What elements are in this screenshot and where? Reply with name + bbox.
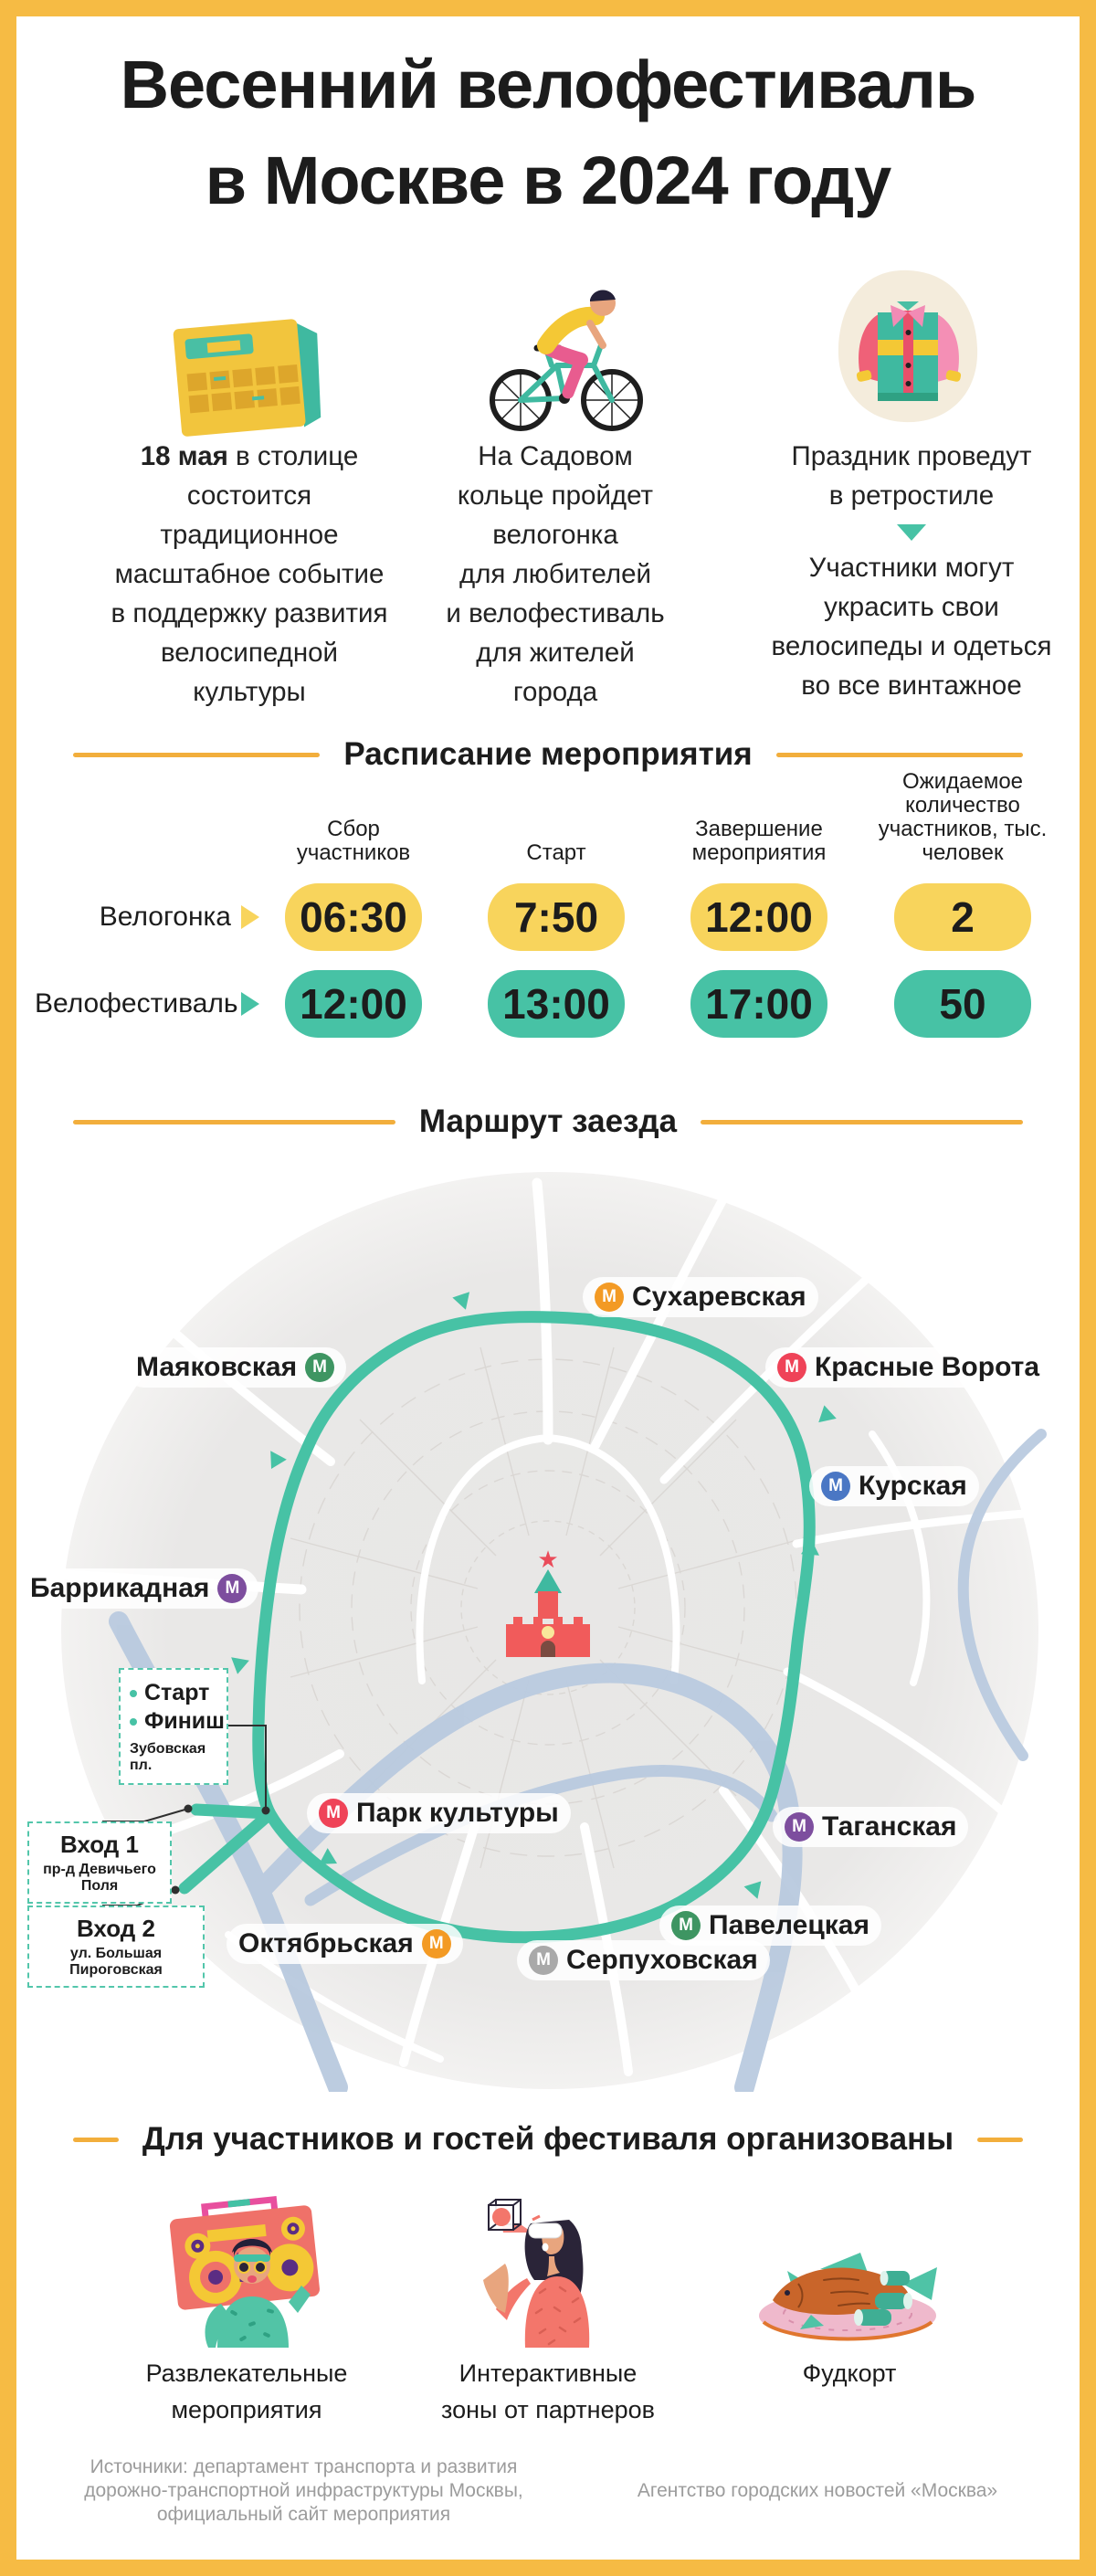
schedule-row-label: Велогонка — [99, 902, 231, 932]
feature-label: Фудкорт — [802, 2360, 897, 2387]
schedule-time-pill: 12:00 — [690, 883, 827, 951]
intro-card-2-text: На Садовом кольце пройдет велогонка для … — [446, 441, 665, 707]
entrance-2-box: Вход 2 ул. Большая Пироговская — [27, 1906, 205, 1988]
schedule-time-pill: 13:00 — [488, 970, 625, 1038]
metro-station-barrikadnaya: Баррикадная М — [18, 1568, 259, 1609]
metro-icon: М — [217, 1574, 248, 1603]
metro-icon: М — [671, 1911, 701, 1940]
intro-card-1-text: 18 мая в столице состоится традиционное … — [99, 437, 400, 712]
row-arrow-icon — [241, 992, 259, 1016]
heading-rule-left — [73, 752, 321, 757]
map-section-header: Маршрут заезда — [73, 1103, 1024, 1140]
route-map: ★ Маяковская М М Сухаревская — [0, 1160, 1096, 2092]
metro-icon: М — [529, 1946, 558, 1975]
intro-card-3-bottom-text: Участники могут украсить свои велосипеды… — [771, 553, 1052, 701]
start-finish-caption: Зубовская пл. — [130, 1741, 206, 1773]
title-line-2: в Москве в 2024 году — [205, 143, 892, 219]
route-direction-arrows — [231, 1292, 837, 1899]
schedule-count-pill: 2 — [894, 883, 1031, 951]
intro-card-3-top-text: Праздник проведут в ретростиле — [791, 441, 1032, 511]
retro-jacket-icon — [838, 269, 978, 423]
row-arrow-icon — [241, 905, 259, 929]
metro-icon: М — [319, 1799, 348, 1828]
start-label: Старт — [144, 1680, 210, 1705]
heading-rule-right — [701, 1119, 1024, 1124]
schedule-column-header: Сбор участников — [296, 817, 411, 865]
title-line-1: Весенний велофестиваль — [120, 47, 977, 122]
schedule-time-pill: 06:30 — [285, 883, 422, 951]
metro-icon: М — [777, 1353, 806, 1382]
schedule-count-pill: 50 — [894, 970, 1031, 1038]
metro-station-park-kultury: М Парк культуры — [307, 1793, 571, 1833]
footer-sources: Источники: департамент транспорта и разв… — [84, 2456, 523, 2525]
bullet-dot-icon — [130, 1689, 137, 1697]
heading-rule-left — [73, 2137, 119, 2142]
entrance-1-box: Вход 1 пр-д Девичьего Поля — [27, 1821, 172, 1904]
heading-rule-right — [775, 752, 1024, 757]
feature-label: Развлекательные мероприятия — [145, 2360, 348, 2423]
features-heading: Для участников и гостей фестиваля органи… — [142, 2121, 954, 2157]
schedule-section-header: Расписание мероприятия — [73, 736, 1024, 773]
map-heading: Маршрут заезда — [418, 1103, 678, 1139]
schedule-heading: Расписание мероприятия — [343, 736, 753, 772]
intro-card-1-rest: в столице состоится традиционное масштаб… — [111, 441, 388, 707]
metro-station-kurskaya: М Курская — [809, 1466, 979, 1506]
metro-station-taganskaya: М Таганская — [773, 1807, 969, 1847]
finish-label: Финиш — [144, 1708, 226, 1734]
page-title: Весенний велофестиваль в Москве в 2024 г… — [0, 37, 1096, 228]
down-arrow-icon — [897, 524, 926, 541]
intro-card-1-date: 18 мая — [140, 441, 228, 471]
start-finish-box: Старт Финиш Зубовская пл. — [119, 1668, 228, 1785]
schedule-column-header: Ожидаемое количество участников, тыс. че… — [878, 769, 1048, 865]
bullet-dot-icon — [130, 1717, 137, 1726]
intro-card-3: Праздник проведут в ретростиле Участники… — [765, 437, 1058, 705]
kremlin-icon: ★ — [506, 1546, 590, 1657]
boombox-person-icon — [169, 2195, 320, 2348]
heading-rule-left — [73, 1119, 395, 1124]
vr-woman-icon — [483, 2199, 590, 2348]
features-section-header: Для участников и гостей фестиваля органи… — [73, 2121, 1024, 2158]
schedule-time-pill: 17:00 — [690, 970, 827, 1038]
metro-station-krasnye-vorota: М Красные Ворота — [765, 1347, 1052, 1388]
metro-station-sukharevskaya: М Сухаревская — [583, 1277, 818, 1317]
metro-station-paveletskaya: М Павелецкая — [659, 1906, 881, 1946]
metro-station-oktyabrskaya: Октябрьская М — [227, 1924, 463, 1964]
metro-station-mayakovskaya: Маяковская М — [124, 1347, 347, 1388]
bicycle-rider-icon — [490, 290, 643, 431]
metro-icon: М — [785, 1812, 814, 1842]
metro-icon: М — [595, 1283, 624, 1312]
metro-icon: М — [821, 1472, 850, 1501]
calendar-icon — [173, 319, 321, 437]
metro-icon: М — [305, 1353, 335, 1382]
fish-dish-icon — [759, 2253, 937, 2341]
footer-agency: Агентство городских новостей «Москва» — [637, 2480, 998, 2501]
heading-rule-right — [977, 2137, 1024, 2142]
feature-label: Интерактивные зоны от партнеров — [441, 2360, 655, 2423]
callout-dots — [171, 1804, 270, 1895]
schedule-column-header: Завершение мероприятия — [691, 817, 827, 865]
schedule-column-header: Старт — [526, 840, 586, 865]
metro-station-serpukhovskaya: М Серпуховская — [517, 1940, 770, 1980]
schedule-row-label: Велофестиваль — [35, 988, 238, 1019]
metro-icon: М — [421, 1929, 451, 1958]
schedule-time-pill: 7:50 — [488, 883, 625, 951]
svg-text:★: ★ — [537, 1546, 558, 1573]
schedule-time-pill: 12:00 — [285, 970, 422, 1038]
